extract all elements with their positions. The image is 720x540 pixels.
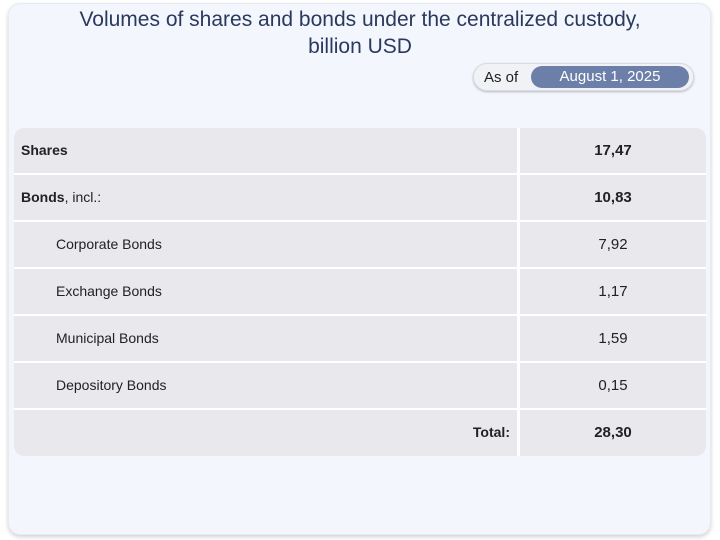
row-label-cell: Exchange Bonds bbox=[14, 269, 517, 314]
row-value: 10,83 bbox=[520, 175, 706, 220]
row-label-cell: Shares bbox=[14, 128, 517, 173]
row-value: 17,47 bbox=[520, 128, 706, 173]
row-value: 7,92 bbox=[520, 222, 706, 267]
row-value: 1,17 bbox=[520, 269, 706, 314]
total-label: Total: bbox=[472, 424, 510, 440]
as-of-date-pill[interactable]: August 1, 2025 bbox=[531, 66, 689, 88]
row-label: Corporate Bonds bbox=[56, 236, 162, 252]
row-label-main: Bonds bbox=[21, 189, 65, 205]
total-value: 28,30 bbox=[520, 410, 706, 456]
row-label: Municipal Bonds bbox=[56, 330, 159, 346]
row-value: 0,15 bbox=[520, 363, 706, 408]
table-row-depository-bonds: Depository Bonds 0,15 bbox=[14, 363, 706, 408]
row-label: Exchange Bonds bbox=[56, 283, 162, 299]
table-row-corporate-bonds: Corporate Bonds 7,92 bbox=[14, 222, 706, 267]
table-row-municipal-bonds: Municipal Bonds 1,59 bbox=[14, 316, 706, 361]
as-of-selector[interactable]: As of August 1, 2025 bbox=[473, 63, 694, 91]
page-title: Volumes of shares and bonds under the ce… bbox=[0, 6, 720, 60]
title-line-2: billion USD bbox=[308, 35, 412, 58]
table-row-exchange-bonds: Exchange Bonds 1,17 bbox=[14, 269, 706, 314]
title-line-1: Volumes of shares and bonds under the ce… bbox=[79, 8, 641, 31]
table-row-bonds: Bonds, incl.: 10,83 bbox=[14, 175, 706, 220]
row-value: 1,59 bbox=[520, 316, 706, 361]
row-label-cell: Total: bbox=[14, 410, 517, 456]
row-label-cell: Bonds, incl.: bbox=[14, 175, 517, 220]
row-label-cell: Corporate Bonds bbox=[14, 222, 517, 267]
table-row-total: Total: 28,30 bbox=[14, 410, 706, 456]
row-label: Bonds, incl.: bbox=[21, 175, 101, 220]
row-label: Shares bbox=[21, 142, 68, 158]
as-of-label: As of bbox=[484, 69, 519, 86]
row-label-cell: Depository Bonds bbox=[14, 363, 517, 408]
row-label-suffix: , incl.: bbox=[64, 189, 102, 205]
table-row-shares: Shares 17,47 bbox=[14, 128, 706, 173]
custody-table: Shares 17,47 Bonds, incl.: 10,83 Corpora… bbox=[14, 128, 706, 456]
row-label: Depository Bonds bbox=[56, 377, 167, 393]
row-label-cell: Municipal Bonds bbox=[14, 316, 517, 361]
